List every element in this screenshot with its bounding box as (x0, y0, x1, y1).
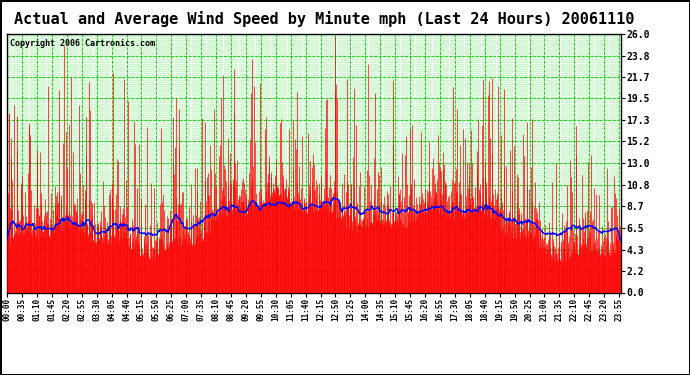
Text: Copyright 2006 Cartronics.com: Copyright 2006 Cartronics.com (10, 39, 155, 48)
Text: Actual and Average Wind Speed by Minute mph (Last 24 Hours) 20061110: Actual and Average Wind Speed by Minute … (14, 11, 635, 27)
